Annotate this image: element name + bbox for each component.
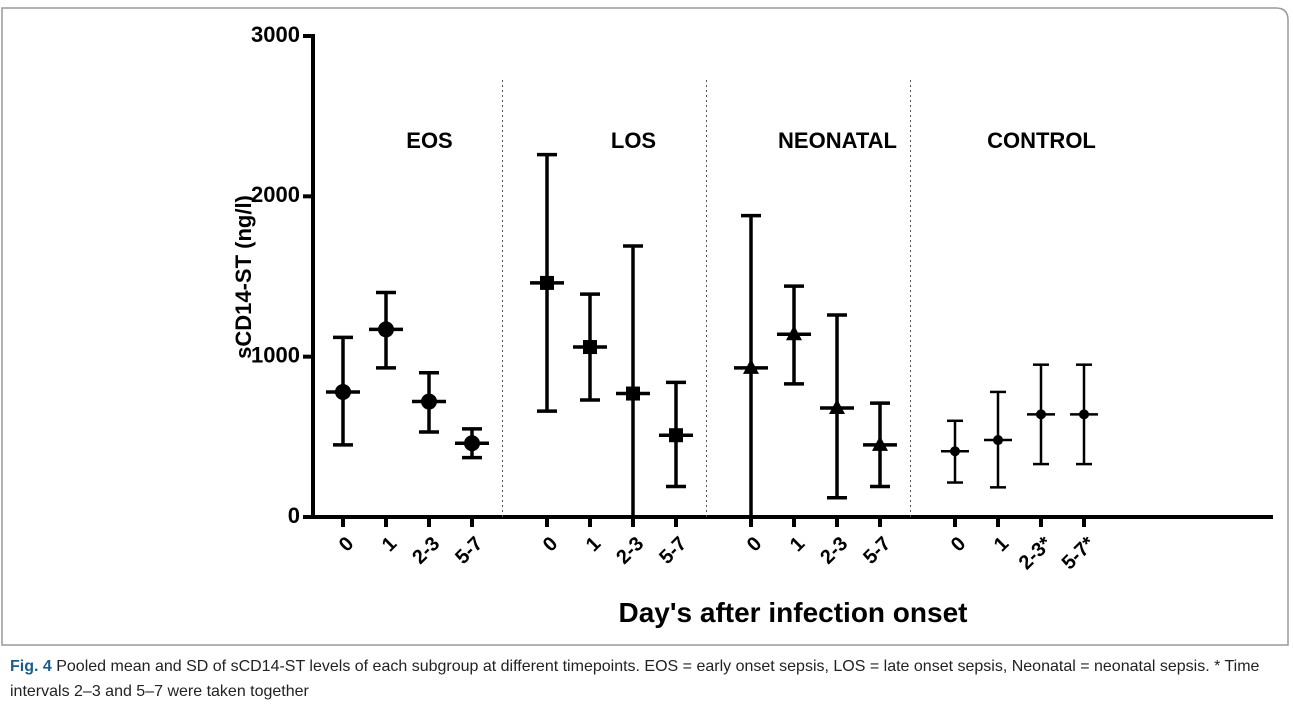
y-tick-label: 3000 (251, 22, 300, 47)
x-tick-label: 0 (743, 533, 766, 556)
y-axis-label: sCD14-ST (ng/l) (231, 195, 256, 359)
x-tick-label: 1 (786, 533, 809, 556)
marker (786, 325, 802, 341)
marker (872, 435, 888, 451)
x-tick-label: 2-3 (408, 533, 444, 569)
marker (1036, 409, 1046, 420)
marker (993, 435, 1003, 446)
marker (669, 428, 683, 443)
marker (626, 386, 640, 401)
marker (950, 446, 960, 457)
marker (335, 383, 351, 400)
x-axis-label: Day's after infection onset (619, 597, 968, 628)
marker (464, 435, 480, 452)
group-label: NEONATAL (778, 128, 897, 153)
x-tick-label: 0 (335, 533, 358, 556)
x-tick-label: 1 (990, 533, 1013, 556)
y-tick-label: 2000 (251, 182, 300, 207)
x-tick-label: 5-7 (655, 533, 691, 569)
x-tick-label: 2-3* (1015, 533, 1057, 575)
marker (421, 393, 437, 410)
marker (829, 398, 845, 414)
y-tick-label: 0 (288, 503, 300, 528)
x-tick-label: 2-3 (612, 533, 648, 569)
group-label: CONTROL (987, 128, 1096, 153)
frame (1, 7, 1289, 646)
marker (378, 321, 394, 338)
group-label: EOS (406, 128, 452, 153)
marker (743, 358, 759, 374)
caption: Fig. 4 Pooled mean and SD of sCD14-ST le… (10, 654, 1285, 704)
marker (583, 340, 597, 355)
x-tick-label: 0 (539, 533, 562, 556)
group-label: LOS (611, 128, 656, 153)
caption-label: Fig. 4 (10, 658, 52, 675)
marker (540, 275, 554, 290)
y-tick-label: 1000 (251, 342, 300, 367)
x-tick-label: 5-7 (859, 533, 895, 569)
x-tick-label: 0 (947, 533, 970, 556)
x-tick-label: 1 (582, 533, 605, 556)
caption-text: Pooled mean and SD of sCD14-ST levels of… (10, 658, 1260, 700)
x-tick-label: 5-7* (1058, 533, 1100, 575)
x-tick-label: 5-7 (451, 533, 487, 569)
x-tick-label: 2-3 (816, 533, 852, 569)
x-tick-label: 1 (378, 533, 401, 556)
marker (1079, 409, 1089, 420)
